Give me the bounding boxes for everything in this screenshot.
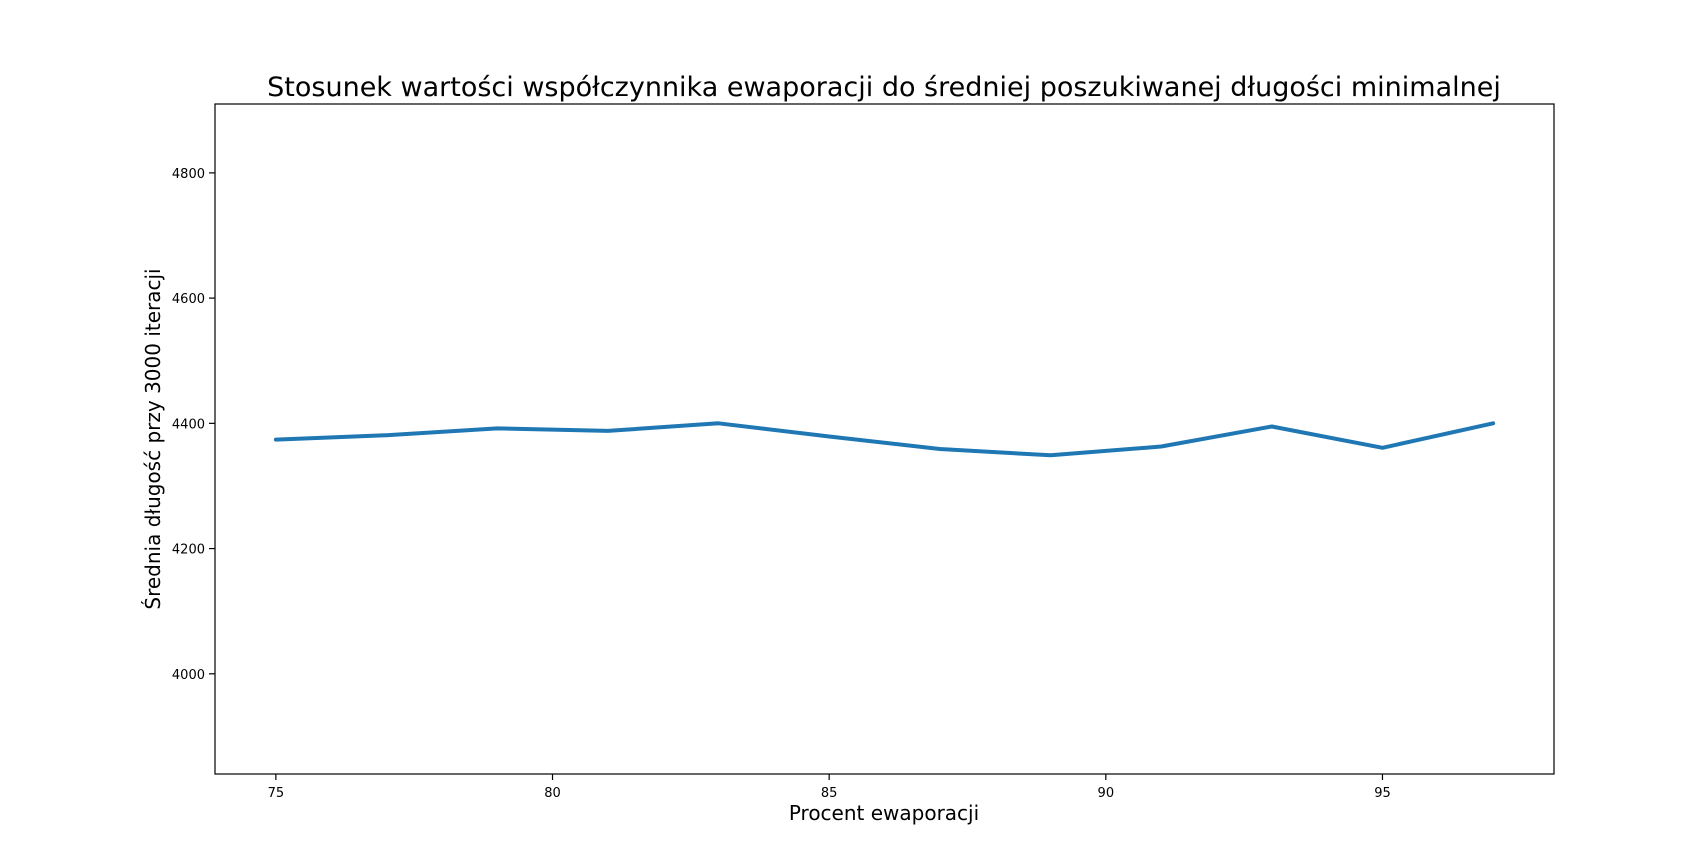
x-tick-label: 90 [1098,786,1115,801]
x-tick-label: 95 [1374,786,1391,801]
y-axis-ticks: 4000 4200 4400 4600 4800 [172,167,215,683]
series-line [273,421,1496,458]
series-group [273,421,1496,458]
x-tick-label: 75 [268,786,285,801]
y-tick-label: 4400 [172,417,205,432]
y-tick-label: 4800 [172,167,205,182]
plot-area-frame [214,103,1555,775]
x-tick-label: 80 [544,786,561,801]
y-tick-label: 4600 [172,292,205,307]
y-tick-label: 4200 [172,543,205,558]
x-axis-label: Procent ewaporacji [789,801,979,825]
y-tick-label: 4000 [172,668,205,683]
x-axis-ticks: 75 80 85 90 95 [268,774,1391,801]
x-tick-label: 85 [821,786,838,801]
y-axis-label: Średnia długość przy 3000 iteracji [141,268,165,609]
chart-title: Stosunek wartości współczynnika ewaporac… [267,72,1501,103]
